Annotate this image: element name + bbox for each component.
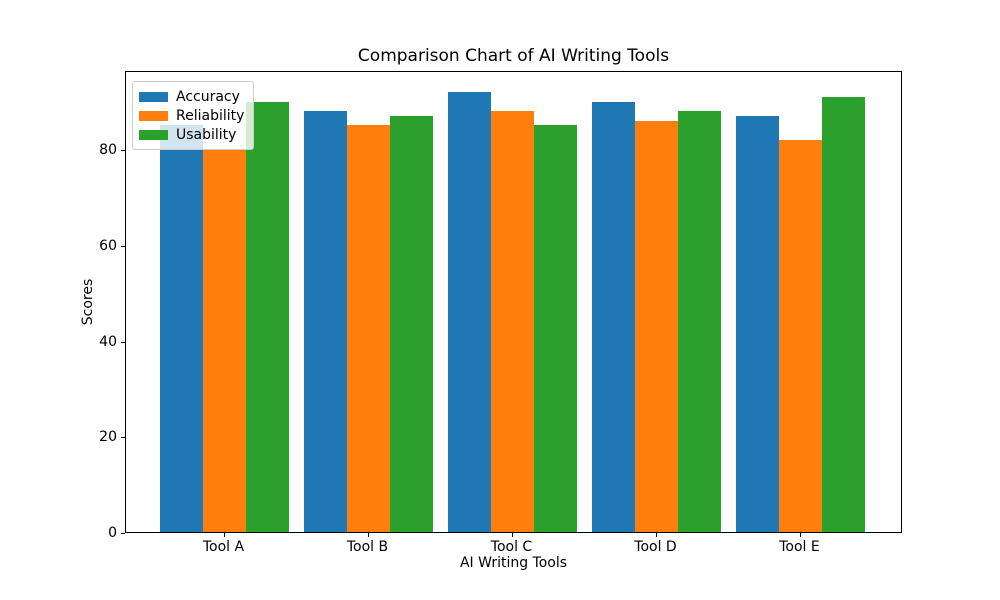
x-tick-mark xyxy=(799,533,801,537)
legend-item-accuracy: Accuracy xyxy=(139,87,244,106)
x-tick-label: Tool E xyxy=(779,539,820,555)
y-tick-label: 60 xyxy=(99,238,117,255)
x-axis-label: AI Writing Tools xyxy=(459,555,568,571)
legend-swatch-icon xyxy=(139,91,168,102)
bar-tool-e-reliability xyxy=(779,139,822,532)
bar-tool-a-usability xyxy=(246,101,289,532)
y-tick-label: 0 xyxy=(108,525,117,541)
y-tick-mark xyxy=(121,246,125,248)
y-tick-mark xyxy=(121,341,125,343)
bar-tool-a-reliability xyxy=(203,149,246,532)
bar-tool-d-usability xyxy=(678,111,721,532)
bar-tool-b-accuracy xyxy=(304,111,347,532)
x-tick-mark xyxy=(511,533,513,537)
legend: Accuracy Reliability Usability xyxy=(132,81,255,150)
x-tick-mark xyxy=(367,533,369,537)
bar-tool-c-usability xyxy=(534,125,577,532)
x-tick-mark xyxy=(223,533,225,537)
legend-swatch-icon xyxy=(139,129,168,140)
bar-tool-e-accuracy xyxy=(736,115,779,532)
x-tick-label: Tool A xyxy=(202,539,245,555)
bar-tool-d-accuracy xyxy=(592,101,635,532)
y-tick-mark xyxy=(121,150,125,152)
legend-item-usability: Usability xyxy=(139,125,244,144)
legend-swatch-icon xyxy=(139,110,168,121)
legend-item-reliability: Reliability xyxy=(139,106,244,125)
x-tick-mark xyxy=(655,533,657,537)
bar-tool-a-accuracy xyxy=(160,125,203,532)
plot-area: Accuracy Reliability Usability xyxy=(125,71,902,533)
bar-tool-b-reliability xyxy=(347,125,390,532)
y-axis-label: Scores xyxy=(80,278,96,326)
x-tick-label: Tool C xyxy=(490,539,533,555)
bar-tool-b-usability xyxy=(390,115,433,532)
bar-tool-c-reliability xyxy=(491,111,534,532)
bar-tool-e-usability xyxy=(822,96,865,532)
bar-tool-d-reliability xyxy=(635,120,678,532)
y-tick-mark xyxy=(121,437,125,439)
bar-tool-c-accuracy xyxy=(448,92,491,532)
legend-label: Accuracy xyxy=(176,88,240,105)
x-tick-label: Tool D xyxy=(634,539,677,555)
x-tick-label: Tool B xyxy=(346,539,389,555)
legend-label: Reliability xyxy=(176,107,245,124)
y-tick-label: 80 xyxy=(99,142,117,159)
y-tick-label: 40 xyxy=(99,333,117,350)
chart-title: Comparison Chart of AI Writing Tools xyxy=(357,46,670,66)
y-tick-mark xyxy=(121,533,125,534)
y-tick-label: 20 xyxy=(99,429,117,446)
legend-label: Usability xyxy=(176,126,237,143)
